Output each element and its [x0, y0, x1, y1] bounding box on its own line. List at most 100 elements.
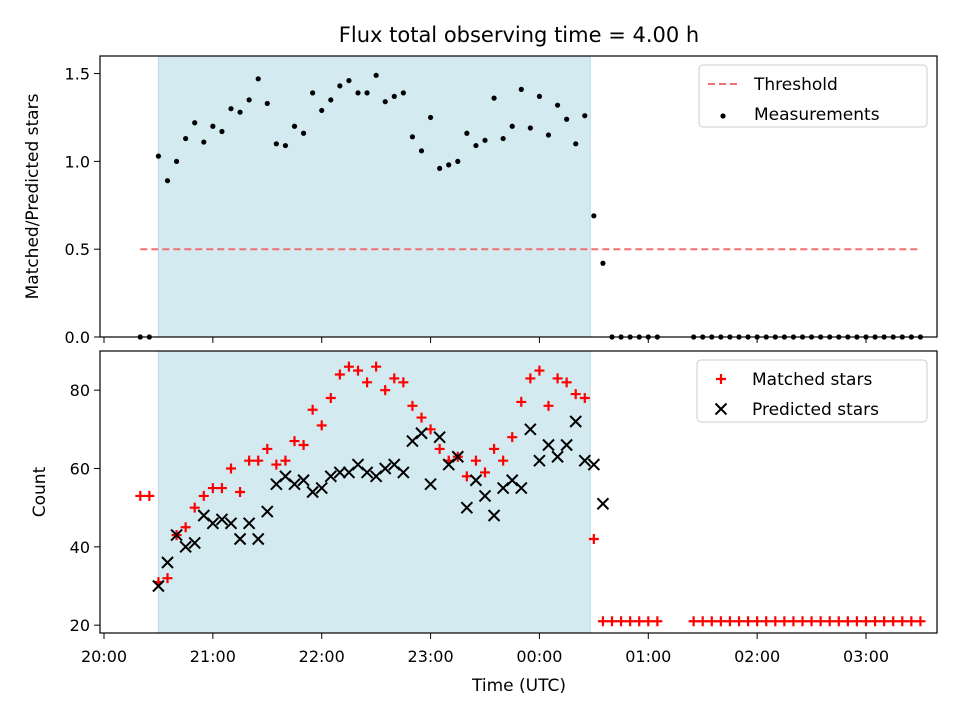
predicted-star-point: [288, 477, 301, 491]
matched-star-point: [634, 616, 645, 627]
measurement-point: [600, 260, 606, 266]
measurement-point: [319, 107, 325, 114]
matched-star-point: [162, 573, 173, 584]
predicted-star-point: [569, 415, 582, 428]
matched-star-point: [888, 616, 899, 627]
predicted-star-point: [578, 454, 591, 467]
predicted-star-point: [524, 423, 537, 436]
matched-star-point: [607, 616, 617, 627]
predicted-star-point: [560, 438, 573, 452]
matched-star-point: [135, 490, 146, 501]
matched-star-point: [307, 404, 318, 415]
measurement-point: [391, 93, 397, 99]
measurement-point: [437, 165, 443, 171]
ratio-panel: 0.0 0.5 1.0 1.5 Matched/Predicted stars Thres…: [23, 55, 938, 347]
x-tick-label: 02:00: [734, 647, 780, 666]
measurement-point: [509, 123, 515, 129]
predicted-star-point: [152, 579, 165, 593]
matched-star-point: [706, 616, 717, 627]
matched-star-point: [343, 361, 354, 372]
predicted-star-point: [297, 474, 310, 487]
matched-star-point: [715, 616, 726, 627]
matched-star-point: [289, 436, 300, 447]
matched-star-point: [815, 616, 826, 627]
matched-star-point: [697, 616, 708, 627]
predicted-star-point: [451, 450, 464, 463]
predicted-star-point: [315, 481, 328, 495]
predicted-star-point: [206, 517, 220, 530]
matched-star-point: [216, 483, 227, 494]
measurement-point: [310, 90, 316, 96]
matched-star-point: [416, 412, 427, 423]
matched-star-point: [625, 616, 636, 627]
matched-star-point: [144, 490, 155, 501]
measurement-point: [482, 137, 488, 143]
x-tick-label: 20:00: [81, 647, 127, 666]
measurement-point: [500, 135, 506, 142]
matched-star-point: [371, 361, 382, 372]
measurement-point: [201, 139, 207, 145]
measurement-point: [536, 93, 543, 99]
predicted-star-point: [433, 430, 446, 444]
y-tick-label: 0.5: [65, 240, 90, 259]
x-tick-label: 01:00: [625, 647, 671, 666]
y-tick-label: 1.0: [65, 152, 90, 171]
matched-star-point: [842, 616, 853, 627]
measurement-point: [155, 153, 162, 159]
matched-star-point: [579, 393, 590, 403]
measurement-point: [455, 158, 461, 164]
x-axis: 20:00 21:00 22:00 23:00 00:00 01:00 02:00 03:00: [81, 647, 889, 666]
predicted-star-point: [587, 458, 601, 471]
matched-star-point: [298, 440, 309, 450]
predicted-star-point: [170, 528, 183, 542]
measurement-point: [173, 158, 180, 164]
legend-label: Threshold: [753, 75, 838, 95]
observing-window-span: [158, 56, 591, 337]
count-panel: 20 40 60 80 Count Matched stars Predicted star…: [30, 350, 938, 639]
matched-star-point: [761, 616, 772, 627]
measurement-point: [418, 148, 425, 154]
x-tick-label: 22:00: [299, 647, 345, 666]
matched-star-point: [470, 455, 481, 466]
matched-star-point: [688, 616, 699, 627]
predicted-star-point: [542, 438, 555, 452]
matched-star-point: [262, 443, 273, 454]
predicted-star-point: [333, 466, 347, 479]
matched-star-point: [806, 616, 817, 627]
y-tick-label: 0.0: [65, 328, 90, 347]
legend-box: [698, 64, 928, 128]
matched-star-point: [851, 616, 862, 627]
measurement-point: [291, 123, 298, 129]
measurement-point: [210, 123, 216, 129]
matched-star-point: [362, 377, 373, 388]
predicted-star-point: [424, 477, 437, 491]
predicted-star-point: [596, 497, 610, 510]
matched-star-point: [525, 373, 536, 384]
matched-star-point: [643, 616, 654, 627]
predicted-star-point: [478, 489, 492, 503]
measurement-point: [527, 125, 533, 131]
measurement-point: [382, 99, 388, 105]
matched-star-point: [833, 616, 844, 627]
plot-frame: [99, 350, 938, 634]
x-tick-label: 03:00: [843, 647, 889, 666]
matched-star-point: [788, 616, 799, 627]
matched-star-point: [235, 487, 246, 497]
matched-star-point: [253, 455, 264, 466]
matched-star-point: [198, 490, 209, 501]
matched-star-point: [380, 385, 391, 396]
predicted-star-point: [215, 513, 229, 526]
matched-star-point: [325, 393, 336, 403]
matched-star-point: [489, 443, 500, 454]
measurement-point: [573, 141, 579, 147]
matched-star-point: [588, 534, 599, 544]
predicted-star-point: [188, 536, 201, 550]
measurement-point: [346, 77, 352, 84]
measurement-point: [427, 114, 434, 121]
predicted-star-point: [242, 517, 256, 530]
matched-star-point: [516, 396, 527, 407]
x-tick-label: 21:00: [190, 647, 236, 666]
measurement-point: [264, 100, 270, 107]
measurement-point: [400, 90, 406, 96]
y-axis-label: Count: [30, 466, 50, 517]
